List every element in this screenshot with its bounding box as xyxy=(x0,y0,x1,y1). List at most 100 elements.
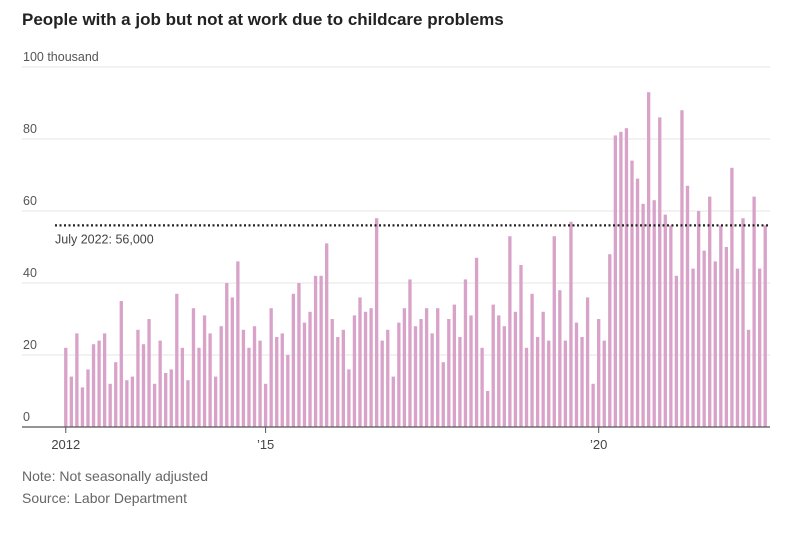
bar xyxy=(646,92,651,427)
gridlines xyxy=(22,66,770,356)
bar xyxy=(486,391,490,427)
bar xyxy=(408,279,412,427)
bar xyxy=(247,347,251,427)
bar xyxy=(630,160,634,427)
bar xyxy=(508,236,512,427)
bar xyxy=(358,297,362,427)
bar xyxy=(241,329,246,427)
bar xyxy=(569,221,573,427)
bars xyxy=(64,92,767,428)
bar xyxy=(80,387,85,427)
bar xyxy=(125,380,129,427)
bar xyxy=(175,293,179,427)
bar xyxy=(763,225,767,427)
bar xyxy=(497,315,501,427)
bar xyxy=(269,308,273,427)
bar xyxy=(186,380,190,427)
bar xyxy=(624,128,629,427)
bar xyxy=(441,362,445,427)
bar xyxy=(591,383,595,427)
bar xyxy=(308,311,312,427)
chart-title: People with a job but not at work due to… xyxy=(22,10,504,29)
bar xyxy=(191,308,196,427)
bar xyxy=(635,178,640,427)
bar xyxy=(447,319,451,427)
note-text: Note: Not seasonally adjusted xyxy=(22,468,208,484)
bar xyxy=(680,110,684,427)
y-tick-label: 40 xyxy=(23,266,37,280)
bar xyxy=(535,337,540,427)
bar xyxy=(197,347,201,427)
bar xyxy=(719,225,723,427)
bar xyxy=(258,340,262,427)
y-tick-label: 0 xyxy=(23,410,30,424)
bar xyxy=(724,247,729,427)
bar xyxy=(291,293,296,427)
bar xyxy=(597,319,601,427)
bar xyxy=(236,261,240,427)
bar xyxy=(313,275,318,427)
bar xyxy=(297,283,301,427)
bar xyxy=(652,200,656,427)
bar xyxy=(674,275,679,427)
reference-line-label: July 2022: 56,000 xyxy=(55,232,154,246)
source-text: Source: Labor Department xyxy=(22,490,187,506)
bar xyxy=(513,311,518,427)
bar xyxy=(225,283,229,427)
bar xyxy=(430,333,434,427)
bar xyxy=(608,254,612,427)
y-axis-ticks: 0 20 40 60 80 100 thousand xyxy=(23,50,99,424)
bar xyxy=(91,344,96,427)
bar xyxy=(469,315,473,427)
bar xyxy=(702,250,706,427)
bar xyxy=(746,329,751,427)
bar xyxy=(341,329,345,427)
bar xyxy=(524,347,529,427)
bar xyxy=(530,293,534,427)
bar xyxy=(696,211,701,427)
bar xyxy=(547,340,551,427)
bar xyxy=(658,117,662,428)
bar xyxy=(302,322,307,427)
bar xyxy=(202,315,207,427)
y-tick-label: 20 xyxy=(23,338,37,352)
bar xyxy=(480,347,484,427)
bar xyxy=(219,326,223,427)
bar xyxy=(286,355,290,427)
y-tick-label: 80 xyxy=(23,122,37,136)
bar xyxy=(347,369,351,427)
bar xyxy=(730,167,734,428)
bar xyxy=(164,373,168,427)
bar xyxy=(619,131,623,428)
bar xyxy=(363,311,368,427)
bar xyxy=(758,268,762,427)
bar xyxy=(374,218,379,427)
bar xyxy=(541,311,545,427)
bar xyxy=(585,297,590,427)
bar xyxy=(369,308,373,427)
bar xyxy=(458,337,462,427)
bar xyxy=(563,340,568,427)
bar xyxy=(663,214,667,427)
bar xyxy=(413,326,418,427)
bar xyxy=(419,319,423,427)
bar xyxy=(735,268,740,427)
bar xyxy=(352,315,357,427)
bar xyxy=(263,383,268,427)
bar xyxy=(64,347,68,427)
bar xyxy=(474,257,479,427)
bar xyxy=(386,329,390,427)
y-tick-label: 100 thousand xyxy=(23,50,99,64)
bar xyxy=(558,290,562,427)
y-tick-label: 60 xyxy=(23,194,37,208)
reference-line-group: July 2022: 56,000 xyxy=(55,224,768,246)
bar xyxy=(325,243,329,427)
bar xyxy=(452,304,457,427)
bar xyxy=(152,383,157,427)
bar xyxy=(463,279,468,427)
bar xyxy=(147,319,151,427)
bar xyxy=(102,333,107,427)
bar xyxy=(436,308,440,427)
bar xyxy=(391,376,395,427)
bar xyxy=(685,185,690,427)
